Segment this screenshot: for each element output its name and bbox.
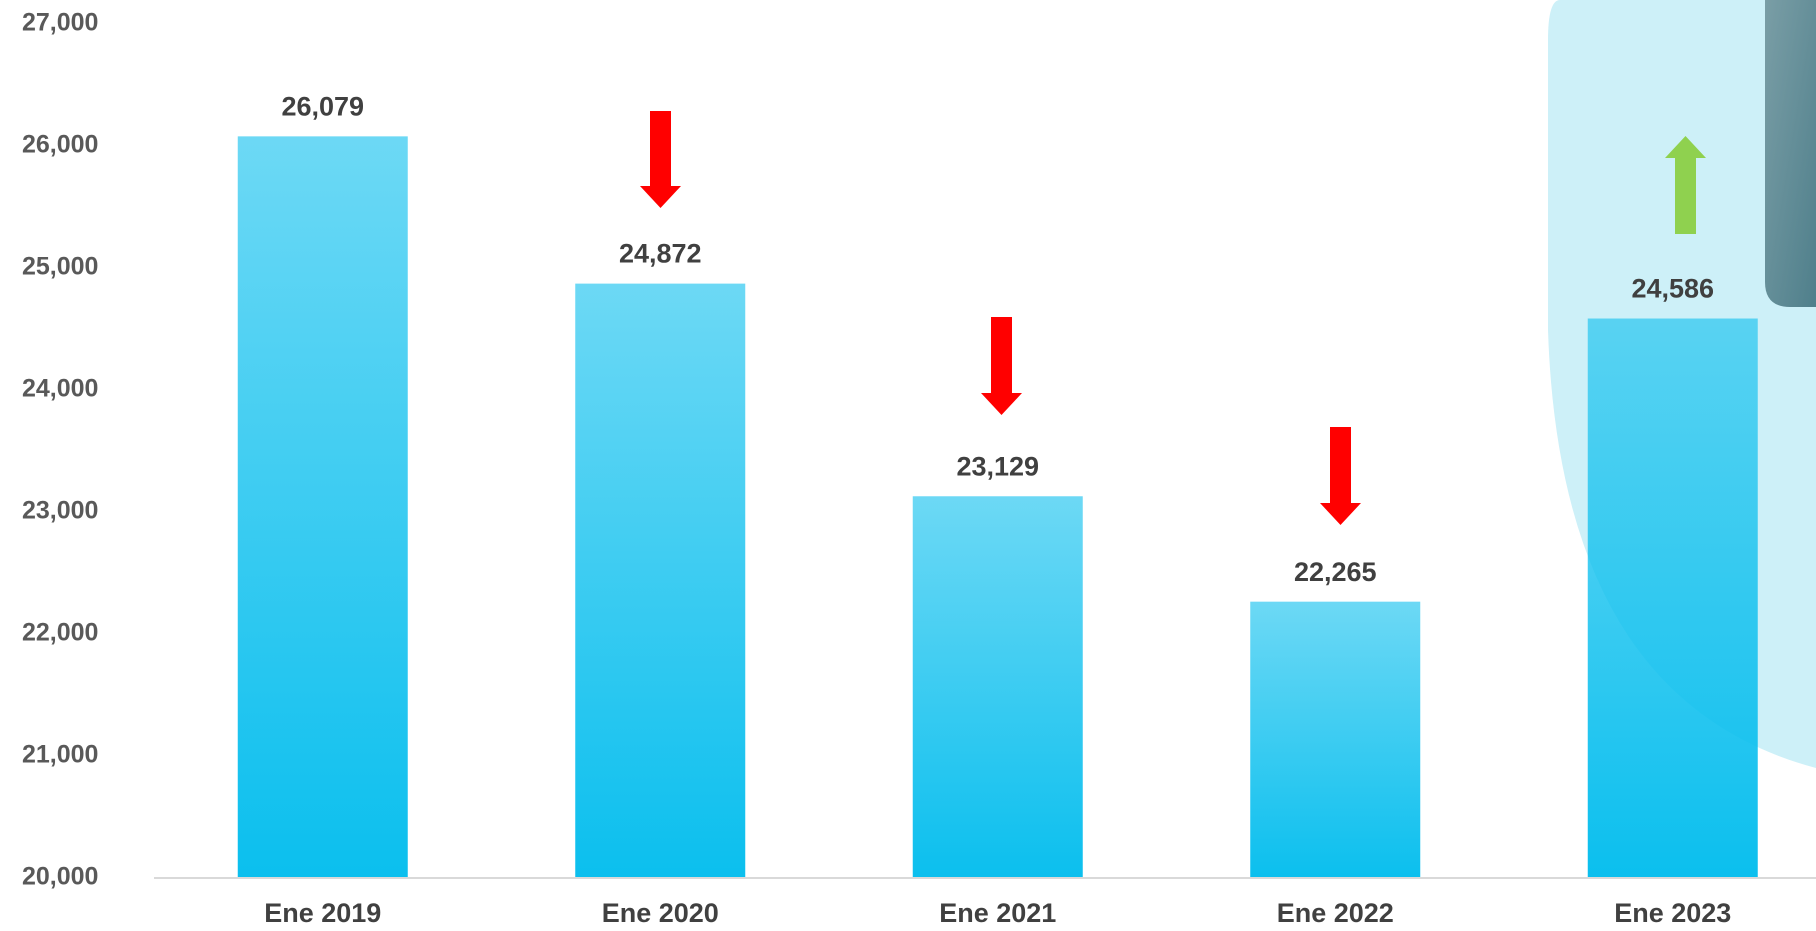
up-arrow xyxy=(1665,136,1706,234)
x-tick-label: Ene 2023 xyxy=(1614,898,1731,928)
value-label: 24,872 xyxy=(619,239,702,269)
bar xyxy=(575,283,746,879)
photo-decoration xyxy=(1765,0,1816,307)
bar xyxy=(1587,318,1758,878)
y-tick-label: 20,000 xyxy=(22,863,98,891)
x-tick-label: Ene 2019 xyxy=(264,898,381,928)
down-arrow xyxy=(1320,427,1361,525)
value-label: 26,079 xyxy=(281,91,364,121)
trend-arrows xyxy=(640,111,1706,525)
bar xyxy=(912,496,1083,878)
y-tick-label: 22,000 xyxy=(22,619,98,647)
y-tick-label: 26,000 xyxy=(22,131,98,159)
y-tick-label: 21,000 xyxy=(22,741,98,769)
down-arrow xyxy=(981,317,1022,415)
x-tick-label: Ene 2022 xyxy=(1277,898,1394,928)
y-tick-label: 24,000 xyxy=(22,375,98,403)
value-label: 24,586 xyxy=(1631,274,1714,304)
bar xyxy=(237,136,408,878)
y-tick-label: 27,000 xyxy=(22,9,98,37)
down-arrow xyxy=(640,111,681,208)
x-tick-label: Ene 2020 xyxy=(602,898,719,928)
value-label: 23,129 xyxy=(956,451,1039,481)
x-tick-label: Ene 2021 xyxy=(939,898,1056,928)
plot-area: 20,000 21,000 22,000 23,000 24,000 25,000 26,0… xyxy=(22,9,1816,928)
y-tick-label: 23,000 xyxy=(22,497,98,525)
value-label: 22,265 xyxy=(1294,557,1377,587)
y-tick-label: 25,000 xyxy=(22,253,98,281)
bar xyxy=(1250,601,1421,878)
